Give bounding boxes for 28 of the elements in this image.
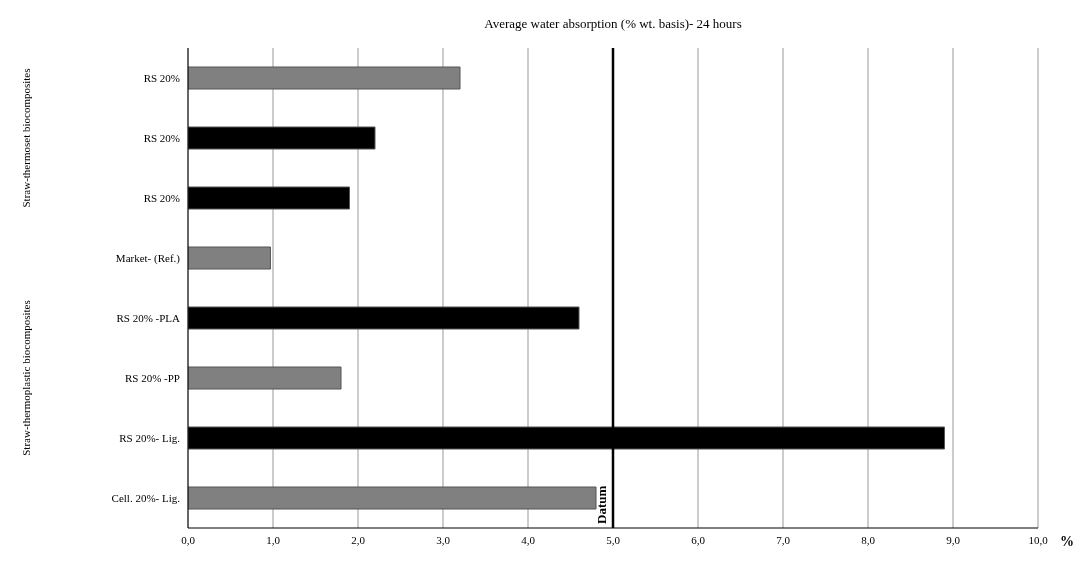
bar (188, 66, 461, 90)
x-tick-label: 4,0 (521, 533, 536, 546)
x-tick-label: 1,0 (266, 533, 281, 546)
x-tick-label: 3,0 (436, 533, 451, 546)
text: Straw-thermoset biocomposites (20, 68, 32, 208)
y-tick-label: RS 20% (143, 71, 180, 84)
chart-title: Average water absorption (% wt. basis)- 24 hours (483, 16, 743, 32)
y-tick-label: RS 20% -PLA (116, 311, 181, 324)
bar (188, 366, 342, 390)
bar (188, 486, 597, 510)
x-tick-label: 8,0 (861, 533, 876, 546)
x-tick-label: 9,0 (946, 533, 961, 546)
x-tick-label: 5,0 (606, 533, 621, 546)
x-tick-label: 10,0 (1028, 533, 1049, 546)
text: Straw-thermoplastic biocomposites (20, 300, 32, 456)
y-tick-label: Cell. 20%- Lig. (111, 491, 181, 504)
x-tick-label: 2,0 (351, 533, 366, 546)
y-tick-label: Market- (Ref.) (115, 251, 181, 265)
x-tick-label: 6,0 (691, 533, 706, 546)
x-tick-label: 0,0 (181, 533, 196, 546)
y-tick-label: RS 20%- Lig. (119, 431, 181, 444)
y-tick-label: RS 20% (143, 131, 180, 144)
x-tick-label: 7,0 (776, 533, 791, 546)
x-axis-title: % (1060, 534, 1074, 550)
ref-line-label: Datum (594, 485, 609, 524)
bar (188, 246, 271, 270)
y-tick-label: RS 20% (143, 191, 180, 204)
y-tick-label: RS 20% -PP (124, 371, 180, 384)
